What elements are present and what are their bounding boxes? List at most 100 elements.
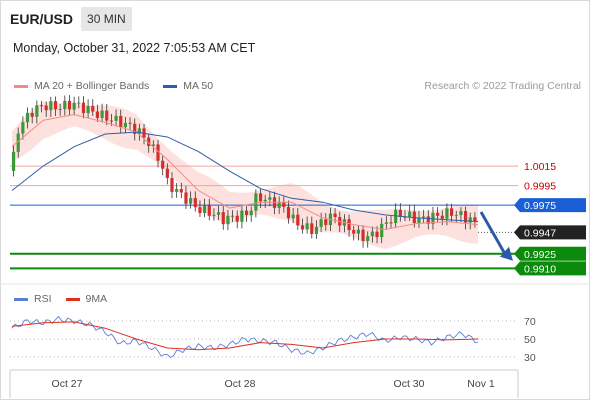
candle-body xyxy=(380,223,384,238)
rsi-legend: RSI 9MA xyxy=(14,293,121,305)
candle-body xyxy=(459,211,463,216)
candle-body xyxy=(11,151,16,172)
candle-body xyxy=(95,111,100,118)
candle-body xyxy=(119,115,123,128)
candle-body xyxy=(133,123,137,134)
candle-body xyxy=(408,211,412,217)
legend-item-rsi: RSI xyxy=(14,293,52,305)
candle-body xyxy=(463,211,468,223)
candle-body xyxy=(473,217,477,222)
x-tick-oct-27: Oct 27 xyxy=(52,378,83,390)
candle-body xyxy=(25,112,30,123)
candle-body xyxy=(58,109,62,111)
candle-body xyxy=(305,223,309,230)
candle-body xyxy=(91,105,95,112)
ma50-line xyxy=(11,131,479,223)
candle-body xyxy=(324,219,328,226)
candle-body xyxy=(235,215,239,222)
candle-body xyxy=(221,212,225,225)
candle-body xyxy=(86,105,90,114)
legend-item-9ma: 9MA xyxy=(65,293,108,305)
candle-body xyxy=(254,193,258,211)
candle-body xyxy=(151,144,155,146)
candle-body xyxy=(21,122,25,134)
candle-body xyxy=(398,209,402,217)
candle-body xyxy=(49,101,53,111)
candle-body xyxy=(389,222,393,224)
candle-body xyxy=(240,210,244,222)
timeframe-button[interactable]: 30 MIN xyxy=(81,7,132,31)
candle-body xyxy=(431,212,435,224)
candle-body xyxy=(384,222,388,224)
candle-body xyxy=(449,208,454,216)
candle-body xyxy=(198,207,202,214)
legend-label-rsi: RSI xyxy=(34,293,52,305)
candle-body xyxy=(286,206,291,219)
x-tick-nov-1: Nov 1 xyxy=(467,378,495,390)
candle-body xyxy=(179,189,183,193)
candle-body xyxy=(282,202,286,207)
last-price-label: 0.9947 xyxy=(524,227,556,239)
candle-body xyxy=(268,197,272,200)
candle-body xyxy=(77,102,81,104)
candle-body xyxy=(193,198,197,208)
candle-body xyxy=(436,212,440,216)
legend-item-ma20: MA 20 + Bollinger Bands xyxy=(14,80,149,92)
candle-body xyxy=(147,137,151,146)
candle-body xyxy=(184,192,188,204)
candle-body xyxy=(109,120,114,122)
bollinger-band xyxy=(12,101,478,249)
candle-body xyxy=(244,210,249,216)
rsi-tick-70: 70 xyxy=(524,316,536,328)
candle-body xyxy=(352,230,356,234)
chart-header: EUR/USD 30 MIN xyxy=(10,7,132,31)
datetime-label: Monday, October 31, 2022 7:05:53 AM CET xyxy=(13,41,256,55)
level-label-0.9910: 0.9910 xyxy=(524,263,556,275)
candle-body xyxy=(170,177,174,192)
candle-body xyxy=(16,133,20,152)
candle-body xyxy=(81,102,86,114)
legend-label-9ma: 9MA xyxy=(85,293,108,305)
forecast-arrow-head xyxy=(500,246,513,261)
legend-label-ma50: MA 50 xyxy=(183,80,214,92)
ma20-line xyxy=(11,114,479,230)
candle-body xyxy=(296,214,300,226)
candle-body xyxy=(230,215,235,217)
candle-body xyxy=(207,205,211,216)
ma20-swatch xyxy=(14,84,28,88)
candle-body xyxy=(277,202,281,208)
candle-body xyxy=(454,215,458,217)
candle-body xyxy=(226,215,230,225)
candle-body xyxy=(291,214,295,219)
candle-body xyxy=(361,229,365,241)
candle-body xyxy=(165,168,169,178)
candle-body xyxy=(67,100,72,110)
level-tag-0.9975 xyxy=(514,198,586,213)
candle-body xyxy=(319,219,323,227)
candle-body xyxy=(63,100,67,110)
candle-body xyxy=(216,212,221,215)
candle-body xyxy=(310,223,314,234)
candle-body xyxy=(100,110,104,118)
candle-body xyxy=(161,160,165,169)
candle-body xyxy=(403,216,407,218)
candle-body xyxy=(30,112,34,117)
candle-body xyxy=(314,226,319,234)
rsi-tick-30: 30 xyxy=(524,352,536,364)
candle-body xyxy=(417,217,421,224)
candle-body xyxy=(468,217,472,223)
candle-body xyxy=(422,216,426,218)
legend-label-ma20: MA 20 + Bollinger Bands xyxy=(34,80,150,92)
candle-body xyxy=(35,105,39,117)
rsi-ma-line xyxy=(11,321,479,351)
candle-body xyxy=(128,122,132,124)
candle-body xyxy=(356,229,360,234)
candle-body xyxy=(375,231,379,238)
candle-body xyxy=(175,189,179,192)
candle-body xyxy=(333,213,337,218)
x-tick-oct-28: Oct 28 xyxy=(225,378,256,390)
credit-label: Research © 2022 Trading Central xyxy=(424,80,581,92)
candle-body xyxy=(105,110,109,121)
candle-body xyxy=(258,193,263,202)
